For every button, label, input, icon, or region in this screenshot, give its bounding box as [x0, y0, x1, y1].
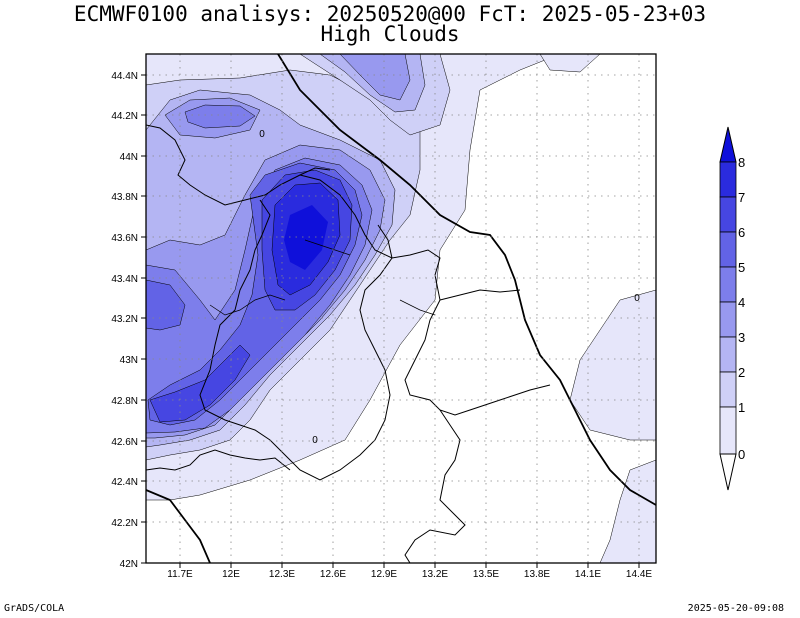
axis-ticks — [141, 74, 640, 568]
lon-tick-label: 12.6E — [320, 569, 346, 580]
cloud-level-6-region — [146, 279, 186, 331]
cloud-field — [146, 54, 656, 563]
colorbar-band-5 — [719, 266, 737, 303]
map-frame — [145, 53, 657, 564]
lat-tick-label: 42.2N — [111, 518, 138, 529]
cloud-level-1-region-top — [539, 54, 601, 73]
province-border-interior — [209, 239, 436, 316]
colorbar-label: 3 — [738, 330, 745, 345]
contour-label: 0 — [634, 293, 640, 304]
footer-timestamp: 2025-05-20-09:08 — [687, 603, 784, 614]
colorbar-label: 6 — [738, 225, 745, 240]
region-border-lazio — [146, 449, 291, 471]
lat-tick-label: 43.2N — [111, 314, 138, 325]
lon-tick-label: 12.3E — [269, 569, 295, 580]
colorbar-band-8 — [719, 161, 737, 198]
map-subtitle: High Clouds — [320, 22, 460, 46]
lat-tick-label: 42N — [120, 559, 138, 570]
region-border-umbria — [199, 199, 393, 481]
map-boundaries — [146, 54, 656, 563]
map-title: ECMWF0100 analisys: 20250520@00 FcT: 202… — [73, 2, 707, 26]
footer-credit: GrADS/COLA — [4, 603, 65, 614]
lat-tick-label: 44.2N — [111, 111, 138, 122]
lon-tick-label: 13.5E — [473, 569, 499, 580]
region-border-abruzzo — [404, 289, 521, 563]
lat-tick-label: 43.6N — [111, 233, 138, 244]
colorbar-label: 2 — [738, 365, 745, 380]
lat-tick-label: 42.4N — [111, 477, 138, 488]
contour-label: 0 — [259, 129, 265, 140]
contour-label: 0 — [312, 435, 318, 446]
colorbar-label: 1 — [738, 400, 745, 415]
lon-tick-label: 13.2E — [422, 569, 448, 580]
colorbar: 8 7 6 5 4 3 2 1 0 — [719, 126, 745, 491]
region-border-marche — [299, 174, 551, 416]
map-grid — [146, 54, 656, 563]
cloud-level-8-region-core — [284, 205, 328, 270]
colorbar-band-7 — [719, 196, 737, 233]
lat-tick-label: 43.4N — [111, 274, 138, 285]
cloud-level-1-region-southeast — [599, 459, 656, 563]
colorbar-label: 8 — [738, 155, 745, 170]
lon-tick-label: 14.1E — [575, 569, 601, 580]
lat-tick-label: 42.6N — [111, 437, 138, 448]
cloud-level-4-region-north — [339, 54, 411, 101]
colorbar-band-3 — [719, 336, 737, 373]
coastline-tyrrhenian — [146, 489, 211, 563]
colorbar-top-arrow — [719, 126, 737, 163]
coastline-adriatic — [277, 54, 656, 506]
lon-tick-label: 12E — [222, 569, 240, 580]
colorbar-label: 7 — [738, 190, 745, 205]
lat-tick-label: 44N — [120, 152, 138, 163]
colorbar-band-4 — [719, 301, 737, 338]
lon-tick-label: 13.8E — [524, 569, 550, 580]
colorbar-label: 4 — [738, 295, 745, 310]
colorbar-bottom-arrow — [719, 453, 737, 491]
lat-tick-label: 42.8N — [111, 396, 138, 407]
lon-tick-label: 14.4E — [626, 569, 652, 580]
colorbar-label: 5 — [738, 260, 745, 275]
lat-tick-label: 44.4N — [111, 71, 138, 82]
region-border-toscana-north — [146, 124, 331, 206]
colorbar-label: 0 — [738, 447, 745, 462]
colorbar-band-6 — [719, 231, 737, 268]
cloud-level-5-region-nw — [184, 104, 256, 129]
colorbar-band-2 — [719, 371, 737, 408]
lon-tick-label: 12.9E — [371, 569, 397, 580]
lat-tick-label: 43.8N — [111, 192, 138, 203]
lon-tick-label: 11.7E — [167, 569, 193, 580]
colorbar-band-1 — [719, 406, 737, 455]
lat-tick-label: 43N — [120, 355, 138, 366]
cloud-level-7-region-sw — [149, 344, 251, 423]
